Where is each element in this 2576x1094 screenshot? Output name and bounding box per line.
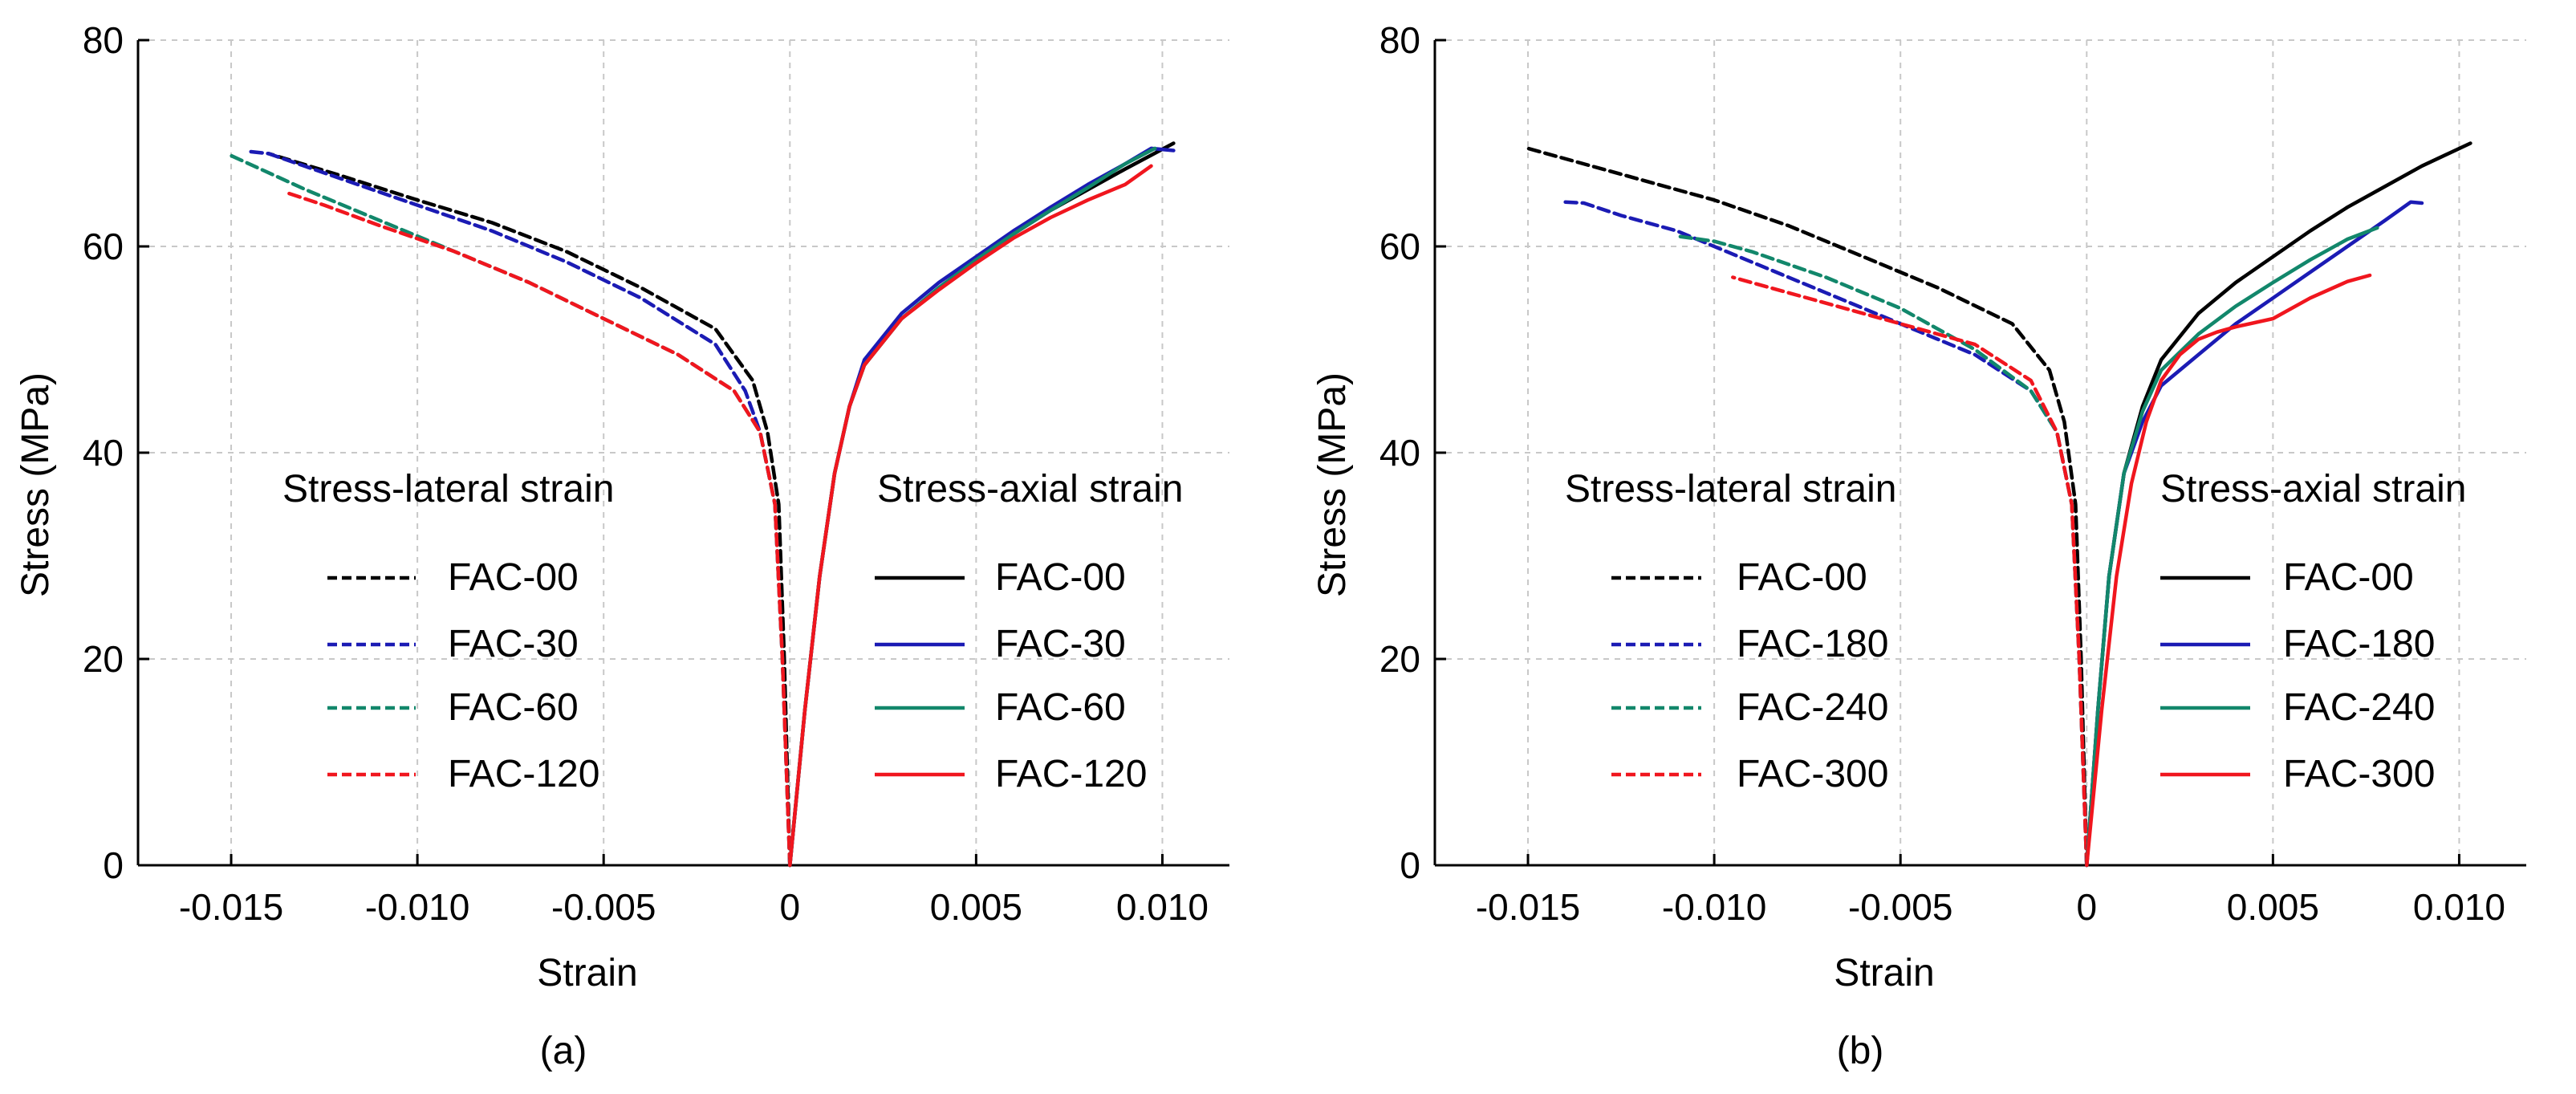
a-legend-label-0-0: FAC-00 <box>448 556 579 599</box>
a-y-tick-label-0: 0 <box>103 844 124 886</box>
a-series-lateral-fac-120 <box>285 190 792 868</box>
b-legend-label-1-1: FAC-180 <box>2283 623 2435 665</box>
b-legend-title-1: Stress-axial strain <box>2160 468 2466 510</box>
a-y-tick-label-2: 40 <box>83 432 124 474</box>
a-legend-label-1-2: FAC-60 <box>995 686 1126 729</box>
a-series-lateral-fac-00 <box>266 152 792 868</box>
b-x-tick-label-2: -0.005 <box>1848 886 1952 928</box>
b-y-tick-label-4: 80 <box>1379 19 1420 61</box>
a-caption: (a) <box>540 1030 587 1072</box>
a-x-axis-title: Strain <box>537 952 637 994</box>
a-y-tick-label-1: 20 <box>83 638 124 680</box>
a-y-tick-label-3: 60 <box>83 226 124 267</box>
b-x-tick-label-4: 0.005 <box>2227 886 2319 928</box>
a-legend-label-0-3: FAC-120 <box>448 753 599 795</box>
b-series-lateral-fac-300 <box>1731 275 2089 868</box>
a-y-axis-title: Stress (MPa) <box>14 372 57 597</box>
b-y-tick-label-2: 40 <box>1379 432 1420 474</box>
b-legend-label-1-3: FAC-300 <box>2283 753 2435 795</box>
b-legend-title-0: Stress-lateral strain <box>1565 468 1896 510</box>
a-legend-title-0: Stress-lateral strain <box>282 468 614 510</box>
b-legend-label-0-2: FAC-240 <box>1737 686 1888 729</box>
a-legend-label-0-2: FAC-60 <box>448 686 579 729</box>
b-legend-label-0-1: FAC-180 <box>1737 623 1888 665</box>
chart-b-stress-strain: -0.015 -0.010 -0.005 0 0.005 0.010 0 20 40 60 80 St… <box>1311 19 2526 1072</box>
a-legend-label-0-1: FAC-30 <box>448 623 579 665</box>
a-x-tick-label-2: -0.005 <box>551 886 656 928</box>
b-caption: (b) <box>1837 1030 1884 1072</box>
a-series-axial-fac-120 <box>788 164 1153 868</box>
b-legend-label-0-0: FAC-00 <box>1737 556 1867 599</box>
b-series-lateral-fac-00 <box>1526 146 2089 868</box>
b-legend-label-1-0: FAC-00 <box>2283 556 2414 599</box>
a-legend-label-1-3: FAC-120 <box>995 753 1147 795</box>
a-legend-title-1: Stress-axial strain <box>877 468 1183 510</box>
b-y-tick-label-1: 20 <box>1379 638 1420 680</box>
b-x-axis-title: Strain <box>1834 952 1934 994</box>
b-x-tick-label-1: -0.010 <box>1662 886 1766 928</box>
b-y-axis-title: Stress (MPa) <box>1311 372 1354 597</box>
a-x-tick-label-0: -0.015 <box>179 886 283 928</box>
a-legend-label-1-1: FAC-30 <box>995 623 1126 665</box>
b-x-tick-label-3: 0 <box>2076 886 2097 928</box>
b-legend-label-1-2: FAC-240 <box>2283 686 2435 729</box>
b-x-tick-label-0: -0.015 <box>1476 886 1580 928</box>
a-x-tick-label-4: 0.005 <box>930 886 1022 928</box>
a-x-tick-label-3: 0 <box>779 886 800 928</box>
b-y-tick-label-3: 60 <box>1379 226 1420 267</box>
chart-a-stress-strain: -0.015 -0.010 -0.005 0 0.005 0.010 0 20 40 60 80 St… <box>14 19 1229 1072</box>
a-y-tick-label-4: 80 <box>83 19 124 61</box>
b-series-axial-fac-300 <box>2085 273 2372 868</box>
a-x-tick-label-5: 0.010 <box>1116 886 1209 928</box>
b-y-tick-label-0: 0 <box>1400 844 1420 886</box>
a-legend-label-1-0: FAC-00 <box>995 556 1126 599</box>
b-x-tick-label-5: 0.010 <box>2413 886 2505 928</box>
b-series-axial-fac-240 <box>2085 226 2379 868</box>
a-x-tick-label-1: -0.010 <box>365 886 469 928</box>
b-legend-label-0-3: FAC-300 <box>1737 753 1888 795</box>
